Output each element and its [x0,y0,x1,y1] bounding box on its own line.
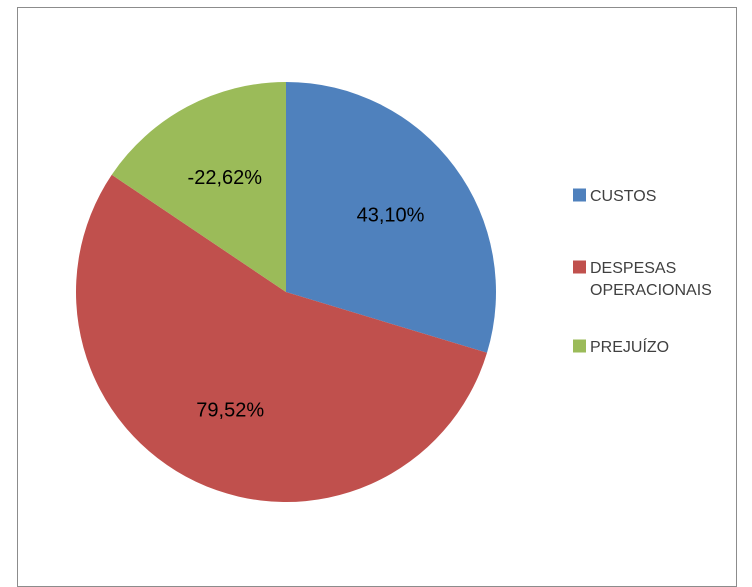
data-labels: 43,10% 79,52% -22,62% [188,167,425,422]
pie-slice-custos [286,82,496,353]
legend-label-despesas-operacionais-line-1: DESPESAS [590,260,676,277]
legend-label-prejuizo: PREJUÍZO [590,337,669,356]
legend-swatch-prejuizo [573,339,586,353]
legend-label-custos: CUSTOS [590,188,656,205]
pie-slices [76,82,496,502]
pie-slice-prejuizo [111,82,287,292]
legend-swatch-custos [573,188,586,202]
legend-label-despesas-operacionais-line-2: OPERACIONAIS [590,282,712,299]
pie-slice-despesas-operacionais [76,174,488,502]
data-label-prejuizo: -22,62% [188,167,263,189]
legend: CUSTOS DESPESAS OPERACIONAIS PREJUÍZO [573,188,712,356]
legend-swatch-despesas-operacionais [573,260,586,274]
data-label-custos: 43,10% [357,204,425,226]
data-label-despesas-operacionais: 79,52% [196,400,264,422]
pie-chart: 43,10% 79,52% -22,62% CUSTOS DESPESAS OPERAC… [76,82,712,502]
